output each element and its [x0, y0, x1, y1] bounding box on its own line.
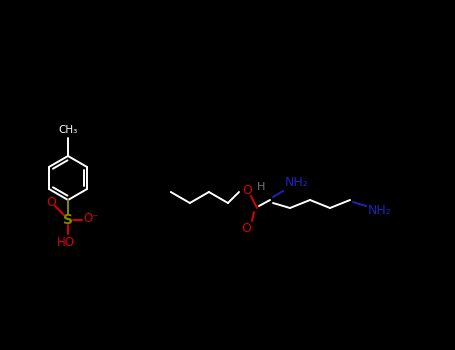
Text: CH₃: CH₃	[58, 125, 78, 135]
Text: O: O	[46, 196, 56, 209]
Text: O⁻: O⁻	[83, 212, 99, 225]
Text: H: H	[257, 182, 265, 192]
Text: NH₂: NH₂	[285, 176, 309, 189]
Text: O: O	[242, 184, 252, 197]
Text: S: S	[63, 213, 73, 227]
Text: O: O	[241, 223, 251, 236]
Text: NH₂: NH₂	[368, 203, 392, 217]
Text: HO: HO	[57, 236, 75, 248]
